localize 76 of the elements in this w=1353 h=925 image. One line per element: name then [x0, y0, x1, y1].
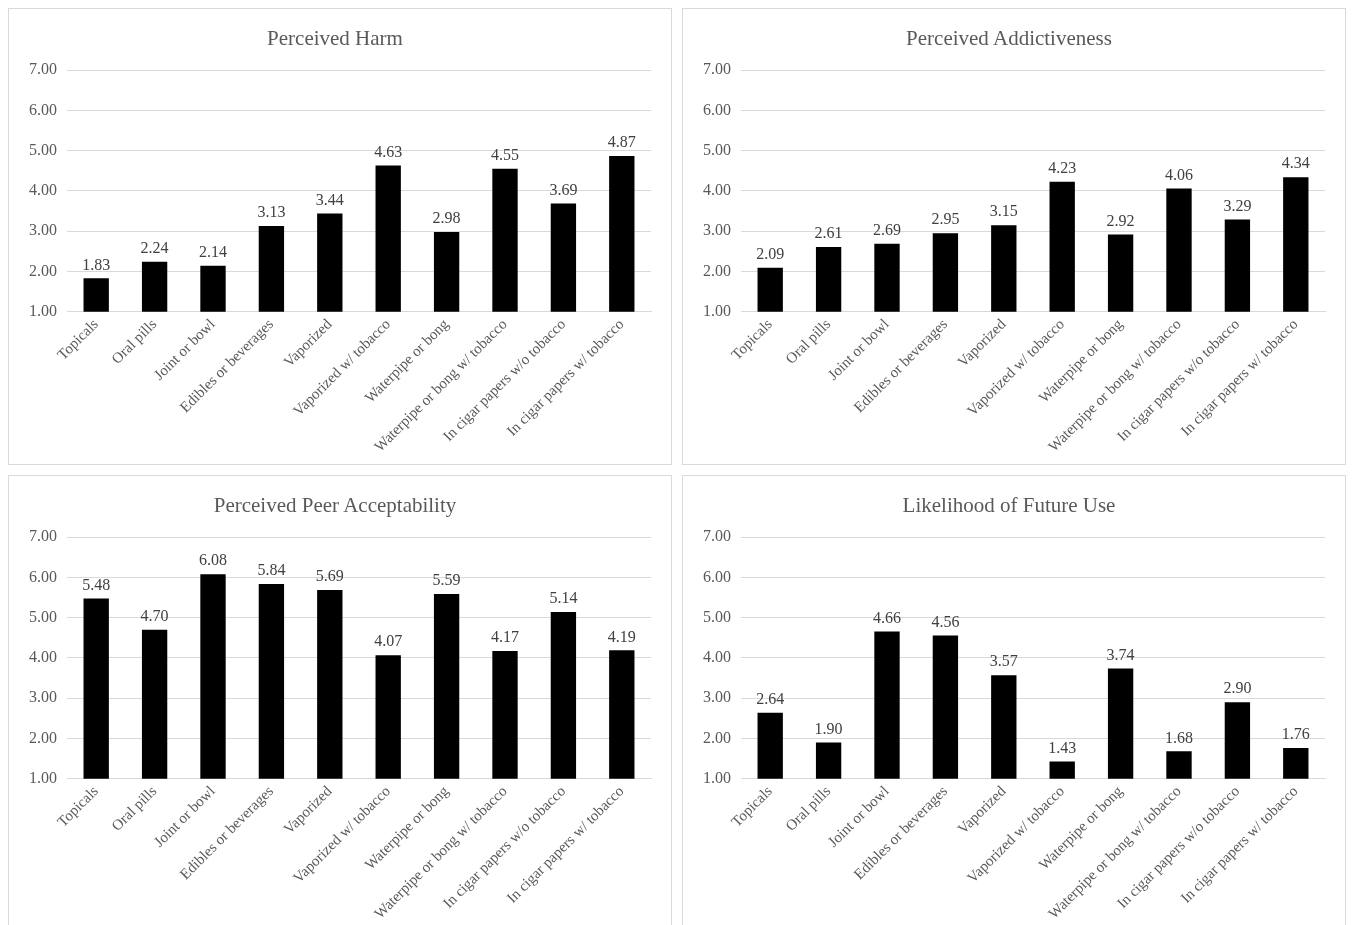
data-label: 5.69 [315, 567, 344, 585]
data-label: 4.63 [374, 142, 403, 160]
data-label: 5.48 [82, 575, 111, 593]
data-label: 1.76 [1281, 725, 1310, 743]
y-tick-label: 2.00 [29, 261, 57, 279]
x-tick-label: Oral pills [782, 315, 834, 367]
data-label: 1.68 [1165, 728, 1193, 746]
data-label: 4.56 [931, 612, 960, 630]
data-label: 2.90 [1223, 679, 1252, 697]
data-label: 3.44 [315, 190, 344, 208]
y-tick-label: 2.00 [703, 261, 731, 279]
data-label: 1.83 [82, 255, 111, 273]
data-label: 2.24 [140, 239, 169, 256]
y-tick-label: 6.00 [703, 100, 731, 118]
data-label: 3.13 [257, 203, 286, 221]
data-label: 2.61 [814, 224, 843, 242]
data-label: 4.17 [491, 628, 519, 646]
data-label: 4.70 [140, 606, 169, 624]
chart-title: Likelihood of Future Use [902, 493, 1116, 518]
chart-title: Perceived Harm [267, 26, 403, 51]
y-tick-label: 2.00 [29, 728, 57, 746]
y-tick-label: 1.00 [703, 301, 731, 319]
y-tick-label: 7.00 [703, 527, 731, 545]
data-label: 3.74 [1106, 645, 1135, 663]
y-tick-label: 3.00 [29, 221, 57, 239]
y-tick-label: 6.00 [29, 100, 57, 118]
y-tick-label: 5.00 [29, 140, 57, 158]
data-label: 4.23 [1048, 158, 1077, 176]
data-label: 2.09 [756, 245, 785, 263]
x-tick-label: Oral pills [782, 782, 834, 834]
data-label: 4.55 [491, 146, 519, 164]
y-tick-label: 1.00 [29, 768, 57, 786]
data-label: 1.90 [814, 719, 843, 737]
y-tick-label: 4.00 [703, 648, 731, 666]
y-tick-label: 4.00 [703, 181, 731, 199]
y-tick-label: 3.00 [703, 221, 731, 239]
y-tick-label: 1.00 [703, 768, 731, 786]
data-label: 3.15 [989, 202, 1018, 220]
data-label: 4.07 [374, 632, 403, 650]
y-tick-label: 6.00 [29, 567, 57, 585]
y-tick-label: 7.00 [29, 60, 57, 78]
y-tick-label: 1.00 [29, 301, 57, 319]
data-label: 2.64 [756, 689, 785, 707]
chart-title: Perceived Peer Acceptability [213, 493, 457, 518]
data-label: 4.19 [607, 627, 636, 645]
y-tick-label: 4.00 [29, 181, 57, 199]
data-label: 2.98 [432, 209, 461, 227]
y-tick-label: 3.00 [29, 688, 57, 706]
x-tick-label: Oral pills [108, 782, 160, 834]
y-tick-label: 2.00 [703, 728, 731, 746]
y-tick-label: 5.00 [703, 607, 731, 625]
data-label: 3.69 [549, 180, 578, 198]
data-label: 4.66 [873, 608, 901, 626]
data-label: 3.29 [1223, 196, 1252, 214]
y-tick-label: 4.00 [29, 648, 57, 666]
data-label: 3.57 [989, 652, 1018, 670]
y-tick-label: 7.00 [29, 527, 57, 545]
data-label: 4.06 [1165, 165, 1193, 183]
data-label: 5.84 [257, 561, 286, 579]
y-tick-label: 5.00 [703, 140, 731, 158]
y-tick-label: 7.00 [703, 60, 731, 78]
y-tick-label: 3.00 [703, 688, 731, 706]
data-label: 2.92 [1106, 211, 1135, 229]
y-tick-label: 6.00 [703, 567, 731, 585]
data-label: 2.95 [931, 210, 960, 228]
x-tick-label: Oral pills [108, 315, 160, 367]
data-label: 6.08 [199, 551, 227, 569]
data-label: 4.34 [1281, 154, 1310, 172]
y-tick-label: 5.00 [29, 607, 57, 625]
data-label: 1.43 [1048, 738, 1077, 756]
data-label: 5.59 [432, 571, 461, 589]
data-label: 4.87 [607, 133, 636, 151]
data-label: 5.14 [549, 589, 578, 607]
data-label: 2.14 [199, 243, 227, 261]
chart-title: Perceived Addictiveness [906, 26, 1112, 51]
data-label: 2.69 [873, 220, 901, 238]
